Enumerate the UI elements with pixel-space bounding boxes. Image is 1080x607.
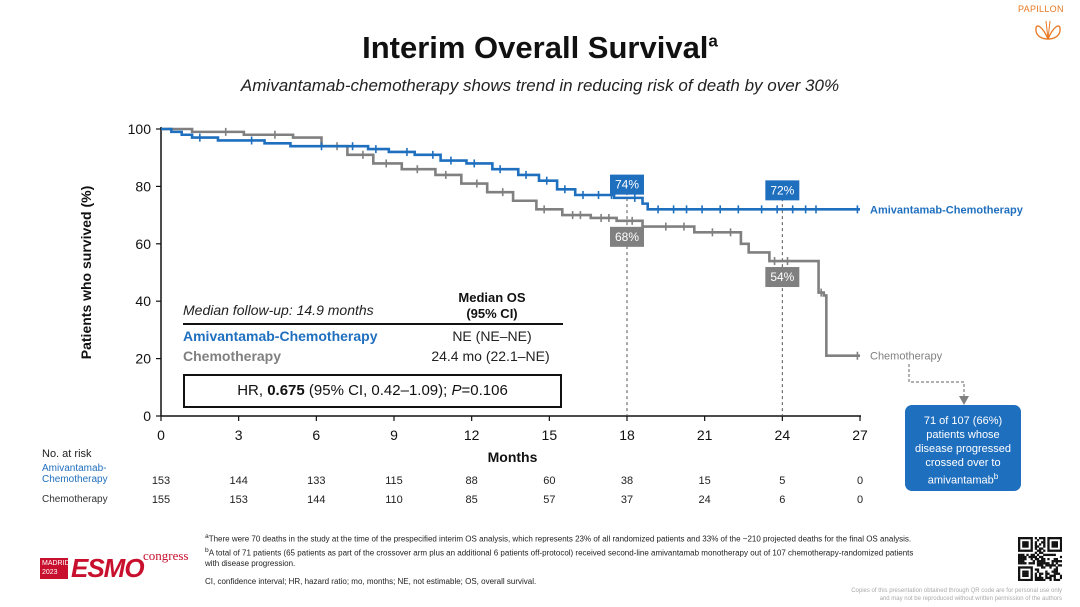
series-end-label-chemotherapy: Chemotherapy [870, 351, 943, 363]
risk-value-chemotherapy-month-12: 85 [465, 494, 478, 506]
y-tick-label-60: 60 [135, 236, 151, 252]
congress-suffix: congress [143, 548, 189, 563]
y-tick-label-80: 80 [135, 178, 151, 194]
x-tick-label-3: 3 [235, 427, 243, 443]
risk-value-amivantamab-month-12: 88 [465, 475, 478, 487]
annotation-badge-1 [765, 180, 800, 201]
median-row-chemo-arm: Chemotherapy [183, 348, 282, 364]
hr-ci: (95% CI, 0.42–1.09); [304, 382, 452, 399]
x-tick-label-12: 12 [464, 427, 480, 443]
risk-value-amivantamab-month-9: 115 [385, 475, 403, 487]
hr-p-value: =0.106 [461, 382, 508, 399]
risk-value-amivantamab-month-18: 38 [620, 475, 634, 487]
esmo-congress-logo: MADRID 2023 ESMO congress [40, 548, 195, 583]
median-os-header: Median OS (95% CI) [433, 290, 551, 322]
crossover-superscript: b [993, 472, 999, 481]
risk-value-amivantamab-month-27: 0 [856, 475, 864, 487]
y-tick-label-20: 20 [135, 351, 151, 367]
risk-value-amivantamab-month-24: 5 [779, 475, 786, 487]
median-row-amivantamab-value: NE (NE–NE) [452, 328, 532, 344]
y-tick-label-0: 0 [143, 408, 151, 424]
risk-value-chemotherapy-month-9: 110 [385, 494, 403, 506]
congress-city: MADRID [42, 560, 70, 567]
risk-value-amivantamab-month-3: 144 [229, 475, 248, 487]
annotation-badge-3 [765, 267, 800, 288]
y-axis-label: Patients who survived (%) [78, 186, 94, 359]
congress-date-badge: MADRID 2023 [40, 558, 70, 579]
km-curve-amivantamab [161, 127, 860, 211]
x-tick-label-15: 15 [542, 427, 558, 443]
median-followup: Median follow-up: 14.9 months [183, 302, 374, 318]
crossover-line4: crossed over to [925, 457, 1001, 469]
page-title: Interim Overall Survivala [0, 30, 1080, 66]
crossover-line5: amivantamab [927, 474, 994, 487]
crossover-connector [908, 364, 969, 405]
risk-value-chemotherapy-month-15: 57 [543, 494, 556, 506]
footnote-b-cont: with disease progression. [205, 559, 296, 569]
risk-value-chemotherapy-month-6: 144 [307, 494, 326, 506]
butterfly-logo-icon [1035, 20, 1061, 40]
annotation-label-2: 68% [615, 230, 639, 244]
risk-value-chemotherapy-month-18: 37 [620, 494, 634, 506]
annotation-label-0: 74% [615, 178, 639, 192]
crossover-callout: 71 of 107 (66%) patients whose disease p… [905, 405, 1021, 491]
series-end-label-amivantamab: Amivantamab-Chemotherapy [870, 204, 1024, 216]
crossover-line3: disease progressed [914, 443, 1011, 455]
page-subtitle: Amivantamab-chemotherapy shows trend in … [240, 76, 840, 95]
risk-value-amivantamab-month-0: 153 [151, 475, 171, 487]
footnote-a: aThere were 70 deaths in the study at th… [205, 533, 912, 544]
median-os-header-line1: Median OS [458, 290, 526, 305]
annotation-badge-2 [610, 226, 644, 247]
title-text: Interim Overall Survival [362, 30, 709, 65]
risk-arm1-label-line1: Amivantamab- [42, 463, 107, 474]
table-divider [183, 323, 563, 325]
x-tick-label-27: 27 [852, 427, 868, 443]
hr-prefix: HR, [237, 382, 268, 399]
median-row-amivantamab-arm: Amivantamab-Chemotherapy [183, 328, 378, 344]
copyright-line2: and may not be reproduced without writte… [879, 596, 1062, 602]
footnotes: aThere were 70 deaths in the study at th… [205, 531, 995, 587]
qr-code-icon[interactable] [1018, 537, 1062, 581]
hr-value: 0.675 [267, 382, 305, 399]
median-os-header-line2: (95% CI) [466, 306, 518, 321]
y-tick-label-100: 100 [128, 121, 152, 137]
crossover-line2: patients whose [926, 429, 1000, 441]
risk-value-amivantamab-month-21: 15 [698, 475, 711, 487]
risk-value-chemotherapy-month-24: 6 [779, 494, 786, 506]
crossover-line1: 71 of 107 (66%) [923, 415, 1003, 427]
risk-value-chemotherapy-month-21: 24 [698, 494, 711, 506]
congress-year: 2023 [42, 569, 58, 576]
risk-value-chemotherapy-month-27: 0 [856, 494, 864, 506]
x-tick-label-18: 18 [619, 427, 635, 443]
risk-arm1-label-line2: Chemotherapy [42, 474, 108, 485]
x-tick-label-21: 21 [697, 427, 713, 443]
copyright-notice: Copies of this presentation obtained thr… [770, 587, 1062, 603]
y-tick-label-40: 40 [135, 293, 151, 309]
x-axis-label: Months [488, 449, 538, 465]
risk-arm2-label: Chemotherapy [42, 494, 108, 505]
risk-value-amivantamab-month-6: 133 [307, 475, 326, 487]
x-tick-label-9: 9 [390, 427, 398, 443]
risk-arm1-label: Amivantamab- Chemotherapy [42, 463, 108, 485]
x-tick-label-24: 24 [775, 427, 791, 443]
median-row-chemo-value: 24.4 mo (22.1–NE) [431, 348, 550, 364]
hazard-ratio-box: HR, 0.675 (95% CI, 0.42–1.09); P=0.106 [183, 374, 562, 408]
annotation-badge-0 [610, 174, 644, 195]
risk-value-chemotherapy-month-0: 155 [151, 494, 171, 506]
footnote-b: bA total of 71 patients (65 patients as … [205, 546, 914, 558]
copyright-line1: Copies of this presentation obtained thr… [851, 588, 1062, 594]
footnote-abbrev: CI, confidence interval; HR, hazard rati… [205, 577, 537, 587]
x-tick-label-0: 0 [157, 427, 165, 443]
x-tick-label-6: 6 [312, 427, 320, 443]
title-superscript: a [708, 31, 718, 51]
risk-value-amivantamab-month-15: 60 [543, 475, 556, 487]
hr-p-label: P [451, 382, 462, 399]
papillon-logo-text: PAPILLON [1018, 4, 1064, 14]
esmo-brand: ESMO [71, 553, 145, 583]
annotation-label-3: 54% [770, 270, 794, 284]
risk-table-title: No. at risk [42, 448, 92, 460]
risk-value-chemotherapy-month-3: 153 [229, 494, 248, 506]
annotation-label-1: 72% [770, 183, 794, 197]
